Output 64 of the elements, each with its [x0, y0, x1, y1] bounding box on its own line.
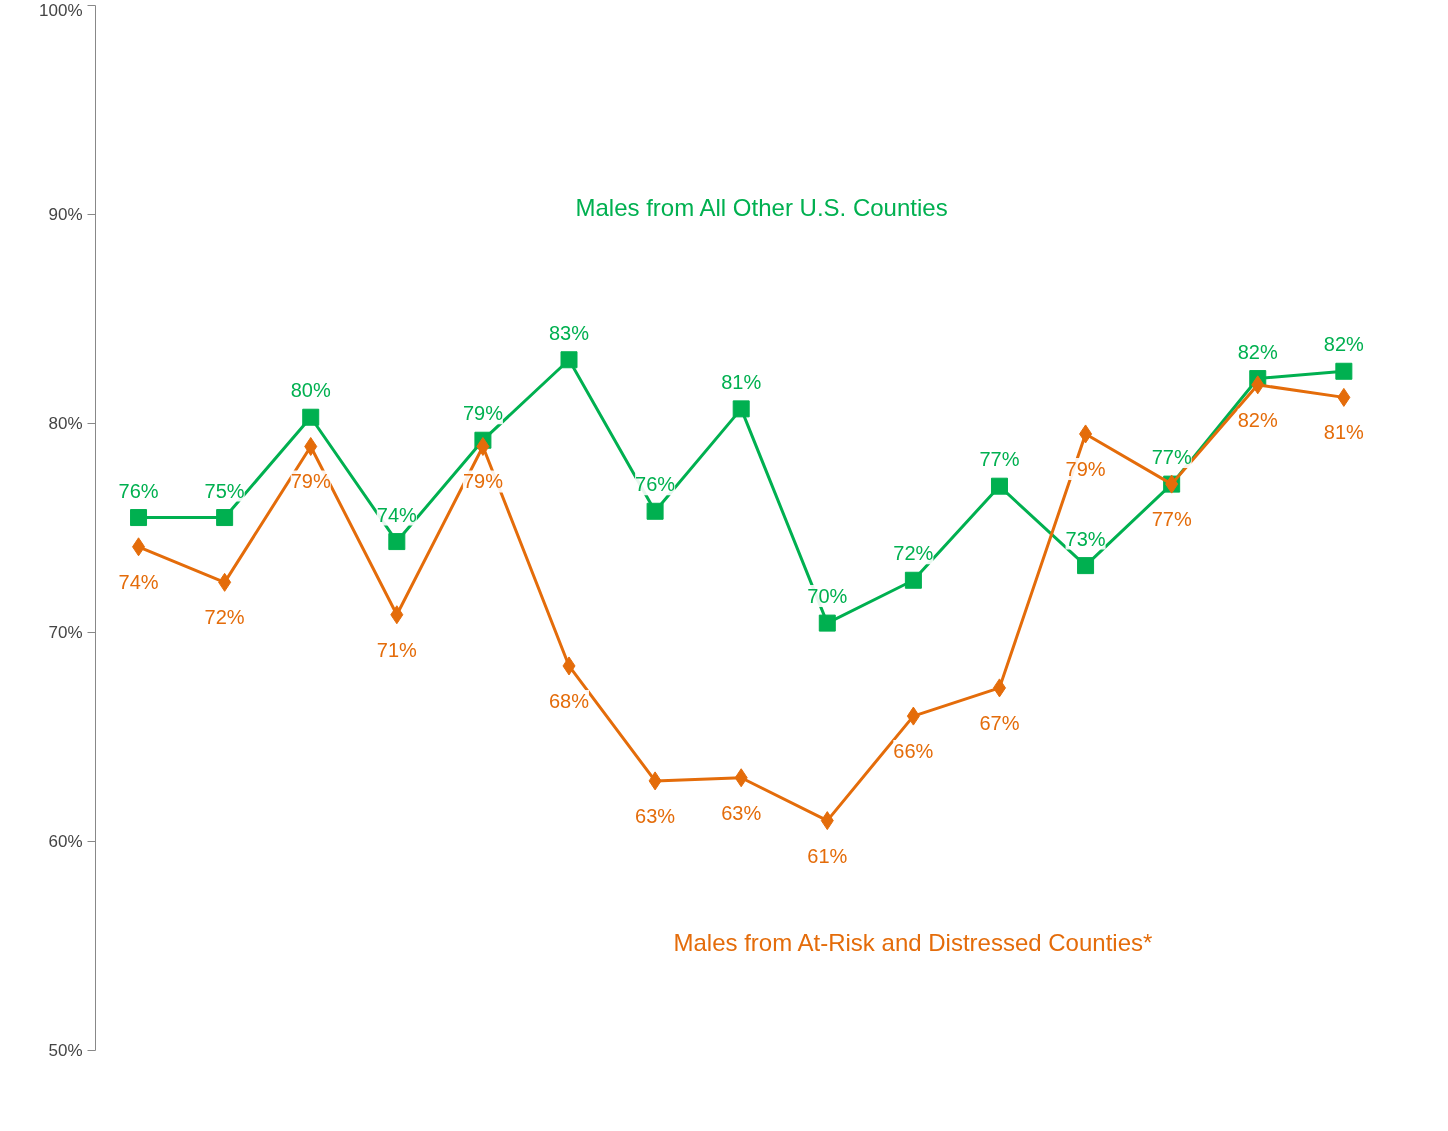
point — [1079, 424, 1093, 444]
point — [990, 477, 1008, 495]
data-label: 82% — [1237, 340, 1278, 363]
point — [132, 537, 146, 557]
point — [476, 436, 490, 456]
data-label: 81% — [1323, 421, 1365, 444]
data-label: 80% — [290, 379, 331, 402]
y-tick-label: 90% — [48, 205, 83, 224]
data-label: 79% — [1065, 457, 1106, 480]
data-label: 82% — [1237, 408, 1278, 431]
point — [646, 502, 664, 520]
point — [216, 509, 234, 527]
data-label: 70% — [807, 585, 848, 608]
data-label: 71% — [376, 638, 418, 661]
point — [904, 571, 922, 589]
point — [130, 509, 148, 527]
point — [562, 656, 576, 676]
data-label: 75% — [204, 479, 245, 502]
data-label: 76% — [635, 473, 676, 496]
point — [1251, 375, 1265, 395]
point — [388, 533, 406, 551]
data-label: 77% — [1151, 446, 1192, 469]
point — [560, 351, 578, 369]
data-label: 67% — [979, 711, 1020, 734]
data-label: 61% — [807, 844, 848, 867]
point — [906, 706, 920, 726]
y-tick-label: 80% — [48, 414, 83, 433]
point — [1337, 387, 1351, 407]
data-label: 72% — [204, 606, 245, 629]
point — [820, 811, 834, 831]
data-label: 82% — [1323, 333, 1365, 356]
point — [734, 768, 748, 788]
data-label: 76% — [118, 479, 159, 502]
data-label: 79% — [462, 402, 504, 425]
point — [992, 678, 1006, 698]
point — [302, 408, 320, 426]
data-label: 77% — [979, 448, 1020, 471]
data-label: 81% — [721, 370, 762, 393]
data-label: 68% — [549, 689, 590, 712]
data-label: 79% — [290, 470, 331, 493]
text: Males from At-Risk and Distressed Counties* — [673, 928, 1153, 956]
y-tick-label: 50% — [48, 1041, 83, 1060]
point — [304, 436, 318, 456]
y-tick-label: 100% — [39, 0, 83, 20]
point — [732, 400, 750, 418]
point — [1077, 557, 1095, 575]
data-label: 77% — [1151, 508, 1192, 531]
data-label: 79% — [462, 470, 504, 493]
point — [818, 614, 836, 632]
data-label: 74% — [118, 570, 159, 593]
data-label: 72% — [893, 542, 934, 565]
data-label: 63% — [721, 801, 762, 824]
data-label: 63% — [635, 804, 676, 827]
data-label: 83% — [549, 321, 590, 344]
point — [390, 605, 404, 625]
point — [648, 771, 662, 791]
y-tick-label: 60% — [48, 832, 83, 851]
point — [218, 572, 232, 592]
data-label: 73% — [1065, 527, 1106, 550]
data-label: 74% — [376, 503, 418, 526]
point — [1335, 362, 1353, 380]
y-tick-label: 70% — [48, 623, 83, 642]
text: Males from All Other U.S. Counties — [575, 193, 948, 221]
data-label: 66% — [893, 740, 934, 763]
